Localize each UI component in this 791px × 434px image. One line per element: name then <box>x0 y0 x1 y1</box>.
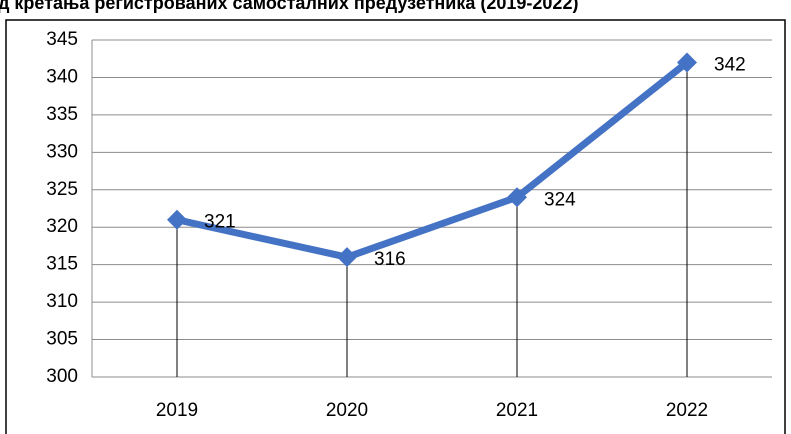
data-label: 324 <box>544 189 576 210</box>
marker <box>677 52 697 73</box>
marker <box>167 209 187 230</box>
x-tick-label: 2022 <box>666 400 708 421</box>
y-tick-label: 330 <box>46 141 78 162</box>
data-label: 316 <box>374 249 406 270</box>
chart-title: д кретања регистрованих самосталних пред… <box>0 0 578 13</box>
y-tick-label: 305 <box>46 329 78 350</box>
marker <box>507 187 527 208</box>
marker <box>337 247 357 268</box>
series-line <box>176 59 690 261</box>
y-tick-label: 340 <box>46 66 78 87</box>
x-tick-label: 2019 <box>156 400 198 421</box>
data-label: 342 <box>714 54 746 75</box>
y-tick-label: 345 <box>46 29 78 50</box>
y-tick-label: 300 <box>46 366 78 387</box>
y-tick-label: 335 <box>46 104 78 125</box>
chart-border <box>5 19 786 434</box>
x-tick-label: 2021 <box>496 400 538 421</box>
y-tick-label: 315 <box>46 254 78 275</box>
y-tick-label: 325 <box>46 179 78 200</box>
y-tick-label: 310 <box>46 291 78 312</box>
data-label: 321 <box>204 212 236 233</box>
x-tick-label: 2020 <box>326 400 368 421</box>
y-tick-label: 320 <box>46 216 78 237</box>
